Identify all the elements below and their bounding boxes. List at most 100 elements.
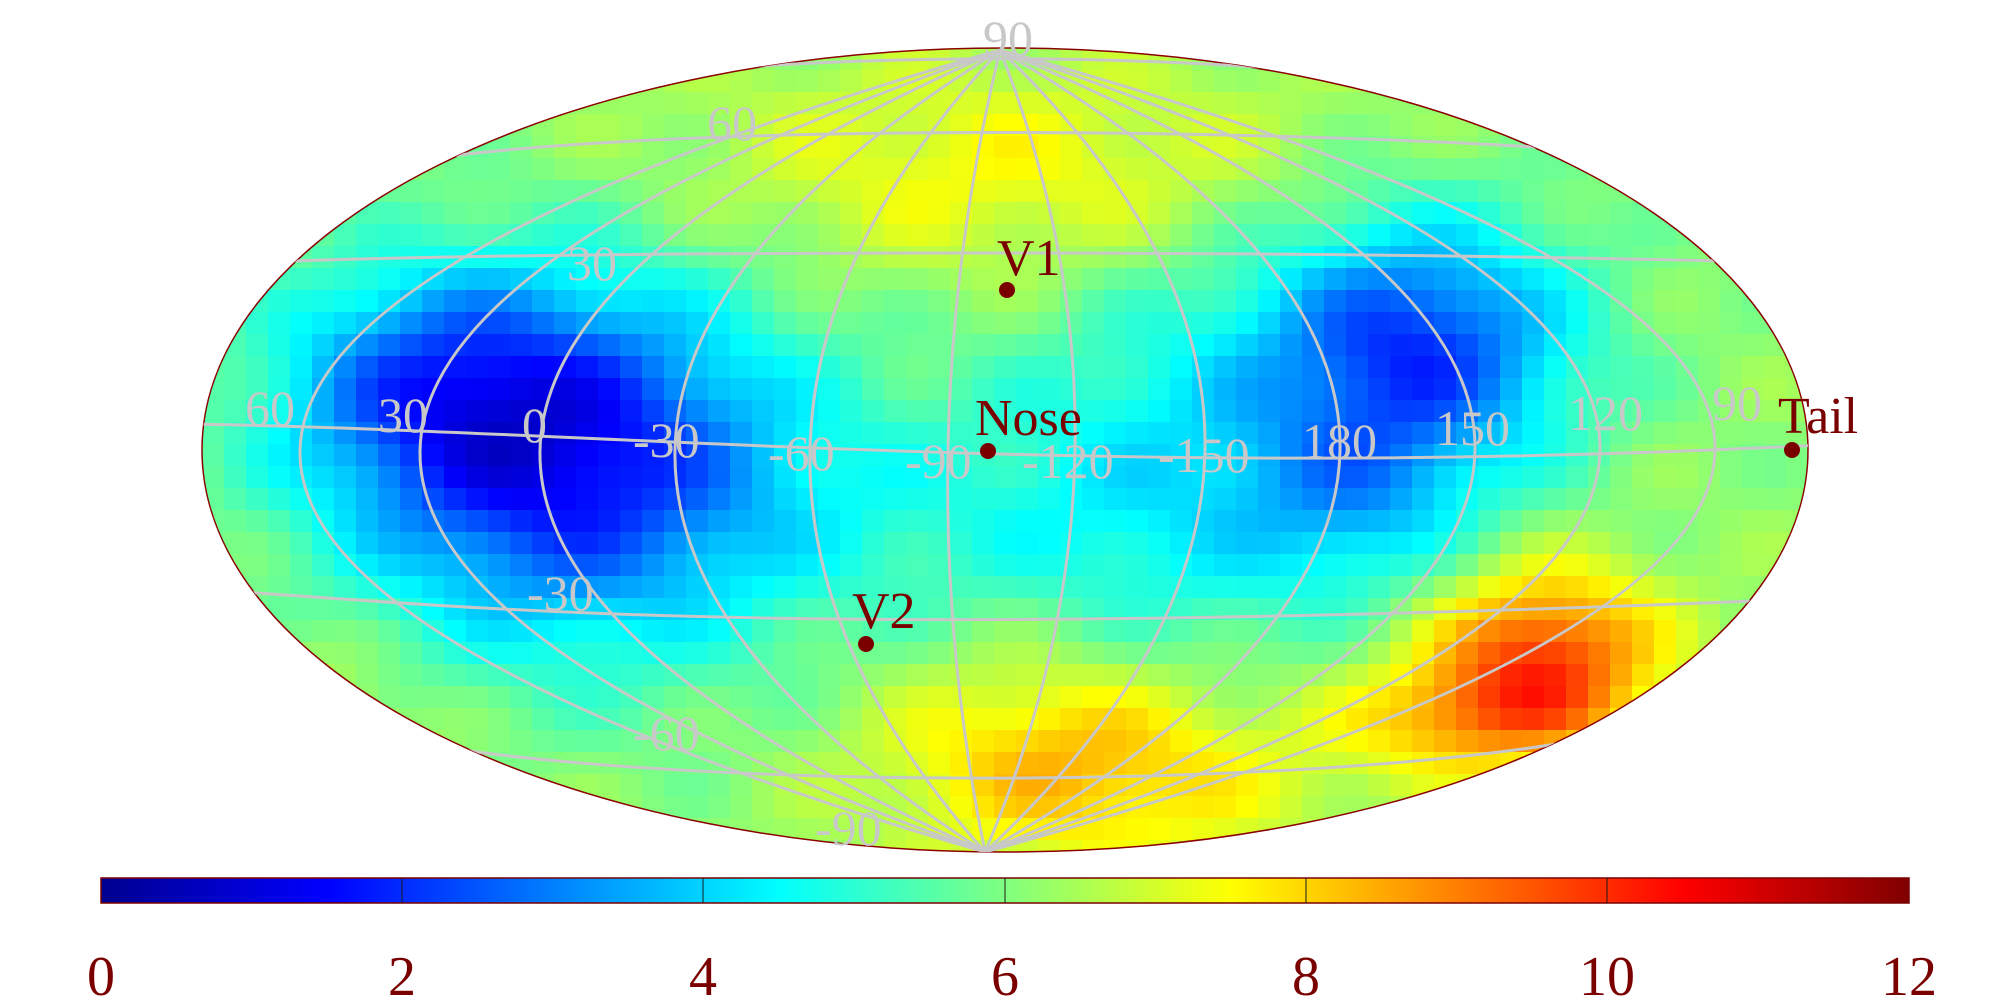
map-pixel [1720,510,1743,533]
map-pixel [1104,730,1127,753]
map-pixel [1742,48,1765,71]
map-pixel [312,730,335,753]
map-pixel [554,268,577,291]
map-pixel [598,686,621,709]
map-pixel [1434,312,1457,335]
map-pixel [576,268,599,291]
map-pixel [1324,532,1347,555]
map-pixel [378,796,401,819]
map-pixel [1698,818,1721,841]
map-pixel [268,70,291,93]
map-pixel [884,268,907,291]
map-pixel [1104,224,1127,247]
map-pixel [1456,466,1479,489]
map-pixel [928,730,951,753]
map-pixel [1742,422,1765,445]
map-pixel [620,554,643,577]
map-pixel [1698,532,1721,555]
map-pixel [444,708,467,731]
map-pixel [466,796,489,819]
map-pixel [1566,488,1589,511]
map-pixel [1368,510,1391,533]
map-pixel [730,466,753,489]
map-pixel [466,686,489,709]
map-pixel [488,488,511,511]
map-pixel [1412,796,1435,819]
map-pixel [400,444,423,467]
map-pixel [1258,48,1281,71]
map-pixel [224,202,247,225]
map-pixel [1368,378,1391,401]
map-pixel [1698,356,1721,379]
map-pixel [818,422,841,445]
map-pixel [1742,532,1765,555]
map-pixel [400,510,423,533]
map-pixel [1522,840,1545,852]
map-pixel [642,488,665,511]
map-pixel [1544,686,1567,709]
map-pixel [818,224,841,247]
map-pixel [268,840,291,852]
map-pixel [1390,818,1413,841]
map-pixel [1786,180,1808,203]
map-pixel [774,268,797,291]
map-pixel [312,70,335,93]
map-pixel [950,378,973,401]
map-pixel [1346,334,1369,357]
map-pixel [1764,114,1787,137]
map-pixel [1016,290,1039,313]
map-pixel [1126,180,1149,203]
map-pixel [1258,158,1281,181]
map-pixel [1698,752,1721,775]
map-pixel [1060,642,1083,665]
map-pixel [1632,444,1655,467]
map-pixel [268,246,291,269]
map-pixel [1214,136,1237,159]
map-pixel [752,246,775,269]
map-pixel [686,246,709,269]
map-pixel [1016,664,1039,687]
map-pixel [554,796,577,819]
map-pixel [730,158,753,181]
map-pixel [246,114,269,137]
map-pixel [1632,686,1655,709]
map-pixel [972,268,995,291]
map-pixel [928,708,951,731]
map-pixel [598,224,621,247]
map-pixel [1610,422,1633,445]
map-pixel [422,422,445,445]
map-pixel [1412,290,1435,313]
colorbar-ticks: 0 2 4 6 8 10 12 [87,946,1937,1000]
map-pixel [664,92,687,115]
map-pixel [840,488,863,511]
map-pixel [1764,730,1787,753]
map-pixel [994,378,1017,401]
map-pixel [1588,466,1611,489]
map-pixel [1742,136,1765,159]
map-pixel [466,708,489,731]
map-pixel [1368,290,1391,313]
map-pixel [1742,334,1765,357]
map-pixel [686,202,709,225]
map-pixel [1390,48,1413,71]
map-pixel [1544,136,1567,159]
map-pixel [906,664,929,687]
map-pixel [1588,818,1611,841]
map-pixel [1544,290,1567,313]
map-pixel [334,290,357,313]
map-pixel [1148,488,1171,511]
map-pixel [1324,708,1347,731]
map-pixel [1500,400,1523,423]
map-pixel [246,268,269,291]
map-pixel [664,356,687,379]
map-pixel [1522,620,1545,643]
map-pixel [1412,686,1435,709]
map-pixel [972,356,995,379]
map-pixel [1082,202,1105,225]
map-pixel [1786,686,1808,709]
map-pixel [422,202,445,225]
map-pixel [642,598,665,621]
map-pixel [1038,422,1061,445]
map-pixel [796,356,819,379]
map-pixel [532,840,555,852]
